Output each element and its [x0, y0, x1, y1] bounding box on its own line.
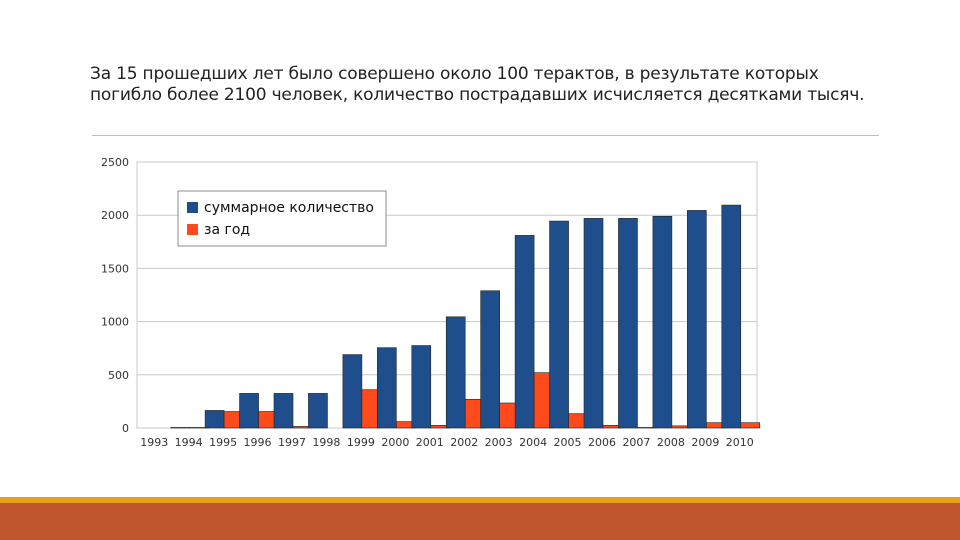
legend-label-year: за год — [204, 222, 250, 238]
bar-year-2010 — [740, 422, 761, 429]
x-tick-label: 2004 — [519, 436, 547, 449]
bar-total-2006 — [583, 218, 604, 429]
legend-box — [177, 190, 387, 247]
y-tick-label: 2500 — [101, 156, 129, 169]
bar-total-2001 — [411, 345, 432, 429]
x-tick-label: 2007 — [622, 436, 650, 449]
bar-total-2010 — [721, 204, 742, 429]
bar-total-1998 — [308, 393, 328, 429]
x-tick-label: 1999 — [347, 436, 375, 449]
x-axis-ticks: 1993 1994 1995 1996 1997 1998 1999 2000 2001 2002… — [140, 436, 754, 449]
x-tick-label: 2009 — [691, 436, 719, 449]
x-tick-label: 1994 — [175, 436, 203, 449]
y-tick-label: 1000 — [101, 316, 129, 329]
legend-label-total: суммарное количество — [204, 200, 374, 216]
x-tick-label: 1997 — [278, 436, 306, 449]
x-tick-label: 2002 — [450, 436, 478, 449]
bar-total-1996 — [239, 393, 259, 429]
x-tick-label: 1998 — [312, 436, 340, 449]
bar-total-1994 — [170, 427, 190, 429]
footer-bar — [0, 503, 960, 540]
bar-total-2007 — [618, 218, 638, 429]
x-tick-label: 2005 — [554, 436, 582, 449]
slide-body-text: За 15 прошедших лет было совершено около… — [90, 64, 865, 105]
x-tick-label: 2006 — [588, 436, 616, 449]
x-tick-label: 2010 — [726, 436, 754, 449]
x-tick-label: 1996 — [244, 436, 272, 449]
bar-total-2000 — [377, 347, 397, 429]
legend-swatch-total — [187, 202, 198, 213]
bar-total-1995 — [204, 410, 225, 429]
bar-total-1999 — [342, 354, 363, 429]
y-tick-label: 0 — [122, 422, 129, 435]
x-tick-label: 2003 — [485, 436, 513, 449]
bar-total-2005 — [549, 220, 569, 429]
x-tick-label: 1993 — [140, 436, 168, 449]
chart-bars — [170, 204, 761, 429]
bar-total-2003 — [480, 290, 500, 429]
chart-legend: суммарное количество за год — [177, 190, 387, 247]
x-tick-label: 2000 — [381, 436, 409, 449]
y-tick-label: 2000 — [101, 209, 129, 222]
divider-line — [92, 135, 879, 136]
bar-total-2002 — [445, 316, 466, 429]
y-axis-ticks: 0 500 1000 1500 2000 2500 — [101, 156, 129, 435]
y-tick-label: 1500 — [101, 262, 129, 275]
legend-swatch-year — [187, 224, 198, 235]
x-tick-label: 2001 — [416, 436, 444, 449]
bar-total-2008 — [652, 215, 673, 429]
bar-total-1997 — [273, 393, 294, 429]
x-tick-label: 1995 — [209, 436, 237, 449]
y-tick-label: 500 — [108, 369, 129, 382]
bar-total-2009 — [687, 210, 707, 429]
bar-total-2004 — [514, 235, 535, 429]
footer-accent-strip — [0, 497, 960, 503]
x-tick-label: 2008 — [657, 436, 685, 449]
